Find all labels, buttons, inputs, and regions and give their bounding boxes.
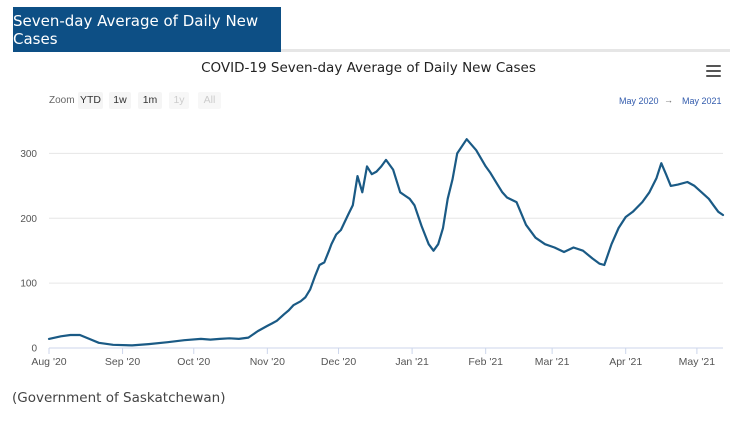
y-tick-label: 300	[20, 149, 37, 160]
x-tick-label: Nov '20	[250, 356, 285, 368]
line-chart: 0 100 200 300 Aug '20 Sep '20 Oct '20 Nov '20 De…	[20, 138, 725, 368]
x-tick-label: Oct '20	[177, 356, 210, 368]
series-line	[47, 138, 725, 347]
zoom-ytd-button[interactable]: YTD	[78, 92, 103, 109]
x-tick-label: Mar '21	[535, 356, 570, 368]
x-tick-label: Feb '21	[468, 356, 503, 368]
x-tick-label: Apr '21	[609, 356, 642, 368]
x-tick-label: May '21	[679, 356, 716, 368]
tab-active-indicator	[13, 49, 281, 52]
chart-title: COVID-19 Seven-day Average of Daily New …	[201, 60, 536, 76]
x-tick-label: Sep '20	[105, 356, 140, 368]
tab-bar-divider	[13, 49, 730, 52]
x-tick-label: Dec '20	[321, 356, 356, 368]
hamburger-menu-icon[interactable]	[706, 65, 721, 77]
source-caption: (Government of Saskatchewan)	[12, 390, 226, 406]
zoom-all-button: All	[198, 92, 221, 109]
tab-bar: Seven-day Average of Daily New Cases	[0, 0, 737, 52]
y-tick-label: 0	[31, 344, 37, 355]
tab-seven-day-average[interactable]: Seven-day Average of Daily New Cases	[13, 7, 281, 52]
range-from[interactable]: May 2020	[619, 96, 659, 106]
range-to[interactable]: May 2021	[682, 96, 722, 106]
zoom-1m-button[interactable]: 1m	[138, 92, 162, 109]
zoom-1w-button[interactable]: 1w	[109, 92, 131, 109]
range-arrow: →	[664, 95, 673, 105]
y-tick-label: 200	[20, 214, 37, 225]
y-tick-label: 100	[20, 279, 37, 290]
x-tick-label: Jan '21	[395, 356, 429, 368]
zoom-label: Zoom	[49, 95, 75, 106]
zoom-1y-button: 1y	[169, 92, 189, 109]
x-tick-label: Aug '20	[31, 356, 66, 368]
